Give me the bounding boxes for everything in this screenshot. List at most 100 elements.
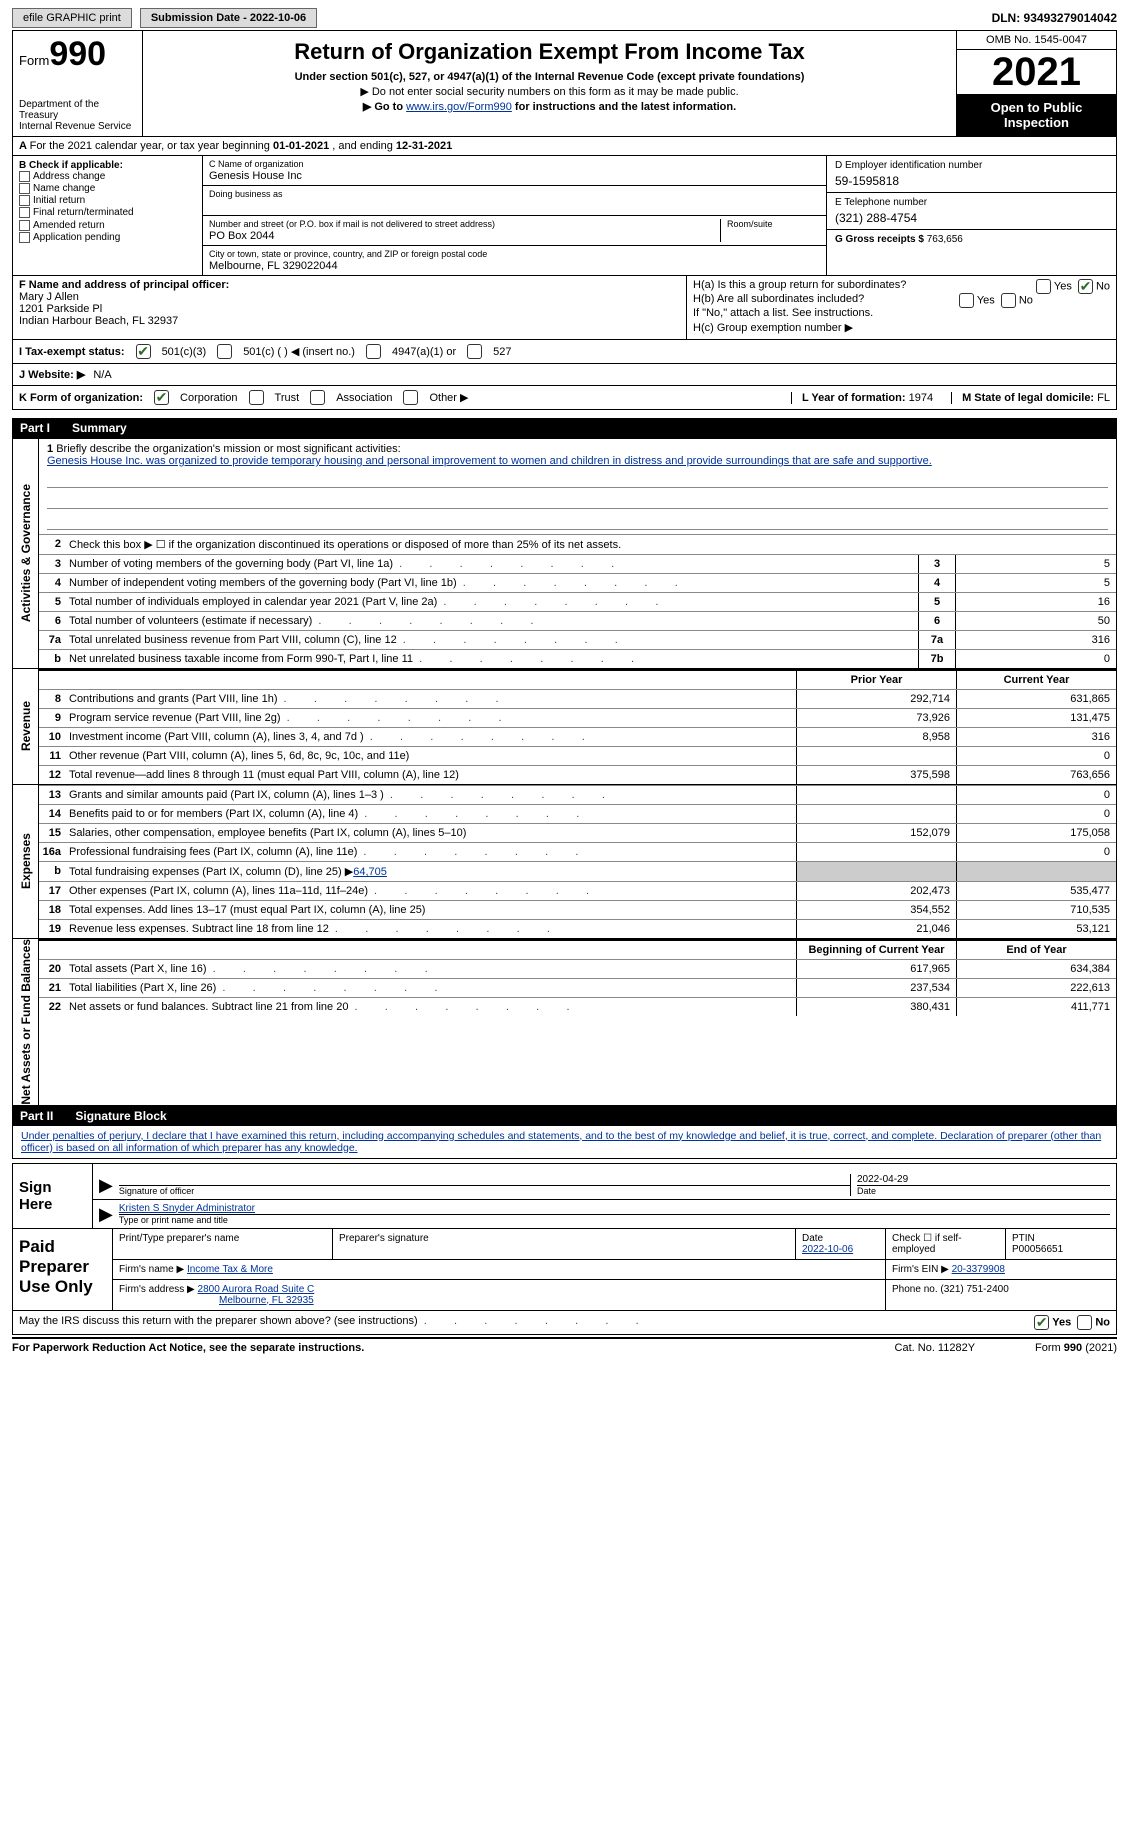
prep-ptin: P00056651 xyxy=(1012,1244,1063,1255)
footer-mid: Cat. No. 11282Y xyxy=(895,1342,976,1354)
officer-name: Mary J Allen xyxy=(19,291,79,303)
bcy-hdr: Beginning of Current Year xyxy=(796,941,956,959)
e19c: 53,121 xyxy=(956,920,1116,938)
box-b-label: B Check if applicable: xyxy=(19,160,123,171)
officer-addr2: Indian Harbour Beach, FL 32937 xyxy=(19,315,178,327)
firm-phone: (321) 751-2400 xyxy=(940,1284,1008,1295)
part1-num: Part I xyxy=(20,421,50,435)
period-row: A For the 2021 calendar year, or tax yea… xyxy=(12,137,1117,156)
current-year-hdr: Current Year xyxy=(956,671,1116,689)
l1-label: Briefly describe the organization's miss… xyxy=(56,443,400,455)
chk-initial-return[interactable] xyxy=(19,195,30,206)
vlabel-na: Net Assets or Fund Balances xyxy=(13,939,39,1105)
v7a: 316 xyxy=(956,631,1116,649)
prep-h1: Print/Type preparer's name xyxy=(113,1229,333,1259)
chk-assoc[interactable] xyxy=(310,390,325,405)
l11: Other revenue (Part VIII, column (A), li… xyxy=(67,747,796,765)
sign-here: Sign Here ▶ Signature of officer 2022-04… xyxy=(12,1163,1117,1229)
open-to-public: Open to Public Inspection xyxy=(957,94,1116,136)
prep-h4: Check ☐ if self-employed xyxy=(886,1229,1006,1259)
l22: Net assets or fund balances. Subtract li… xyxy=(67,998,796,1016)
hb-no[interactable] xyxy=(1001,293,1016,308)
ha-yes[interactable] xyxy=(1036,279,1051,294)
box-b: B Check if applicable: Address change Na… xyxy=(13,156,203,275)
header-left: Form990 Department of the Treasury Inter… xyxy=(13,31,143,136)
lbl-trust: Trust xyxy=(275,392,300,404)
discuss-no[interactable] xyxy=(1077,1315,1092,1330)
officer-label: F Name and address of principal officer: xyxy=(19,279,229,291)
chk-501c3[interactable] xyxy=(136,344,151,359)
n20c: 634,384 xyxy=(956,960,1116,978)
gross-label: G Gross receipts $ xyxy=(835,234,927,245)
header-right: OMB No. 1545-0047 2021 Open to Public In… xyxy=(956,31,1116,136)
e17c: 535,477 xyxy=(956,882,1116,900)
hb-yes[interactable] xyxy=(959,293,974,308)
part2-num: Part II xyxy=(20,1109,53,1123)
firm-addr1: 2800 Aurora Road Suite C xyxy=(198,1284,315,1295)
lbl-527: 527 xyxy=(493,346,511,358)
omb-number: OMB No. 1545-0047 xyxy=(957,31,1116,50)
chk-final-return[interactable] xyxy=(19,207,30,218)
chk-501c[interactable] xyxy=(217,344,232,359)
subtitle-1: Under section 501(c), 527, or 4947(a)(1)… xyxy=(151,71,948,83)
chk-527[interactable] xyxy=(467,344,482,359)
discuss-q: May the IRS discuss this return with the… xyxy=(19,1315,642,1330)
l19: Revenue less expenses. Subtract line 18 … xyxy=(67,920,796,938)
e15p: 152,079 xyxy=(796,824,956,842)
e16c: 0 xyxy=(956,843,1116,861)
chk-other[interactable] xyxy=(403,390,418,405)
website-value: N/A xyxy=(93,369,111,381)
box-h: H(a) Is this a group return for subordin… xyxy=(686,276,1116,339)
prep-h3: Date xyxy=(802,1233,823,1244)
ha-no[interactable] xyxy=(1078,279,1093,294)
officer-addr1: 1201 Parkside Pl xyxy=(19,303,102,315)
l4: Number of independent voting members of … xyxy=(67,574,918,592)
box-j: J Website: ▶ N/A xyxy=(12,364,1117,386)
lbl-4947: 4947(a)(1) or xyxy=(392,346,456,358)
addr-label: Number and street (or P.O. box if mail i… xyxy=(209,219,720,229)
chk-name-change[interactable] xyxy=(19,183,30,194)
form-word: Form xyxy=(19,53,49,68)
l15: Salaries, other compensation, employee b… xyxy=(67,824,796,842)
lbl-501c3: 501(c)(3) xyxy=(162,346,207,358)
form990-link[interactable]: www.irs.gov/Form990 xyxy=(406,101,512,113)
r12p: 375,598 xyxy=(796,766,956,784)
entity-block: B Check if applicable: Address change Na… xyxy=(12,156,1117,276)
v3: 5 xyxy=(956,555,1116,573)
chk-address-change[interactable] xyxy=(19,171,30,182)
discuss-yes[interactable] xyxy=(1034,1315,1049,1330)
header-mid: Return of Organization Exempt From Incom… xyxy=(143,31,956,136)
chk-4947[interactable] xyxy=(366,344,381,359)
v4: 5 xyxy=(956,574,1116,592)
lbl-initial-return: Initial return xyxy=(33,195,85,206)
hb-no-lbl: No xyxy=(1019,294,1033,306)
hc-label: H(c) Group exemption number ▶ xyxy=(693,321,1110,334)
lbl-app-pending: Application pending xyxy=(33,232,120,243)
l16b-val: 64,705 xyxy=(353,866,387,878)
chk-corp[interactable] xyxy=(154,390,169,405)
firm-addr-label: Firm's address ▶ xyxy=(119,1284,195,1295)
chk-trust[interactable] xyxy=(249,390,264,405)
chk-amended[interactable] xyxy=(19,220,30,231)
e16b-grey1 xyxy=(796,862,956,881)
h-note: If "No," attach a list. See instructions… xyxy=(693,307,1110,319)
r10p: 8,958 xyxy=(796,728,956,746)
hb-label: H(b) Are all subordinates included? xyxy=(693,293,864,305)
addr-value: PO Box 2044 xyxy=(209,230,720,242)
discuss-yes-lbl: Yes xyxy=(1052,1316,1071,1328)
r9c: 131,475 xyxy=(956,709,1116,727)
vlabel-exp-text: Expenses xyxy=(19,833,33,889)
part1-bar: Part I Summary xyxy=(12,418,1117,438)
tax-year: 2021 xyxy=(957,50,1116,94)
e18p: 354,552 xyxy=(796,901,956,919)
l17: Other expenses (Part IX, column (A), lin… xyxy=(67,882,796,900)
expenses-section: Expenses 13Grants and similar amounts pa… xyxy=(12,785,1117,939)
ein-lbl: Firm's EIN ▶ xyxy=(892,1264,949,1275)
eoy-hdr: End of Year xyxy=(956,941,1116,959)
r8c: 631,865 xyxy=(956,690,1116,708)
v6: 50 xyxy=(956,612,1116,630)
penalty-text: Under penalties of perjury, I declare th… xyxy=(12,1126,1117,1159)
chk-app-pending[interactable] xyxy=(19,232,30,243)
form-header: Form990 Department of the Treasury Inter… xyxy=(12,31,1117,137)
lbl-corp: Corporation xyxy=(180,392,237,404)
